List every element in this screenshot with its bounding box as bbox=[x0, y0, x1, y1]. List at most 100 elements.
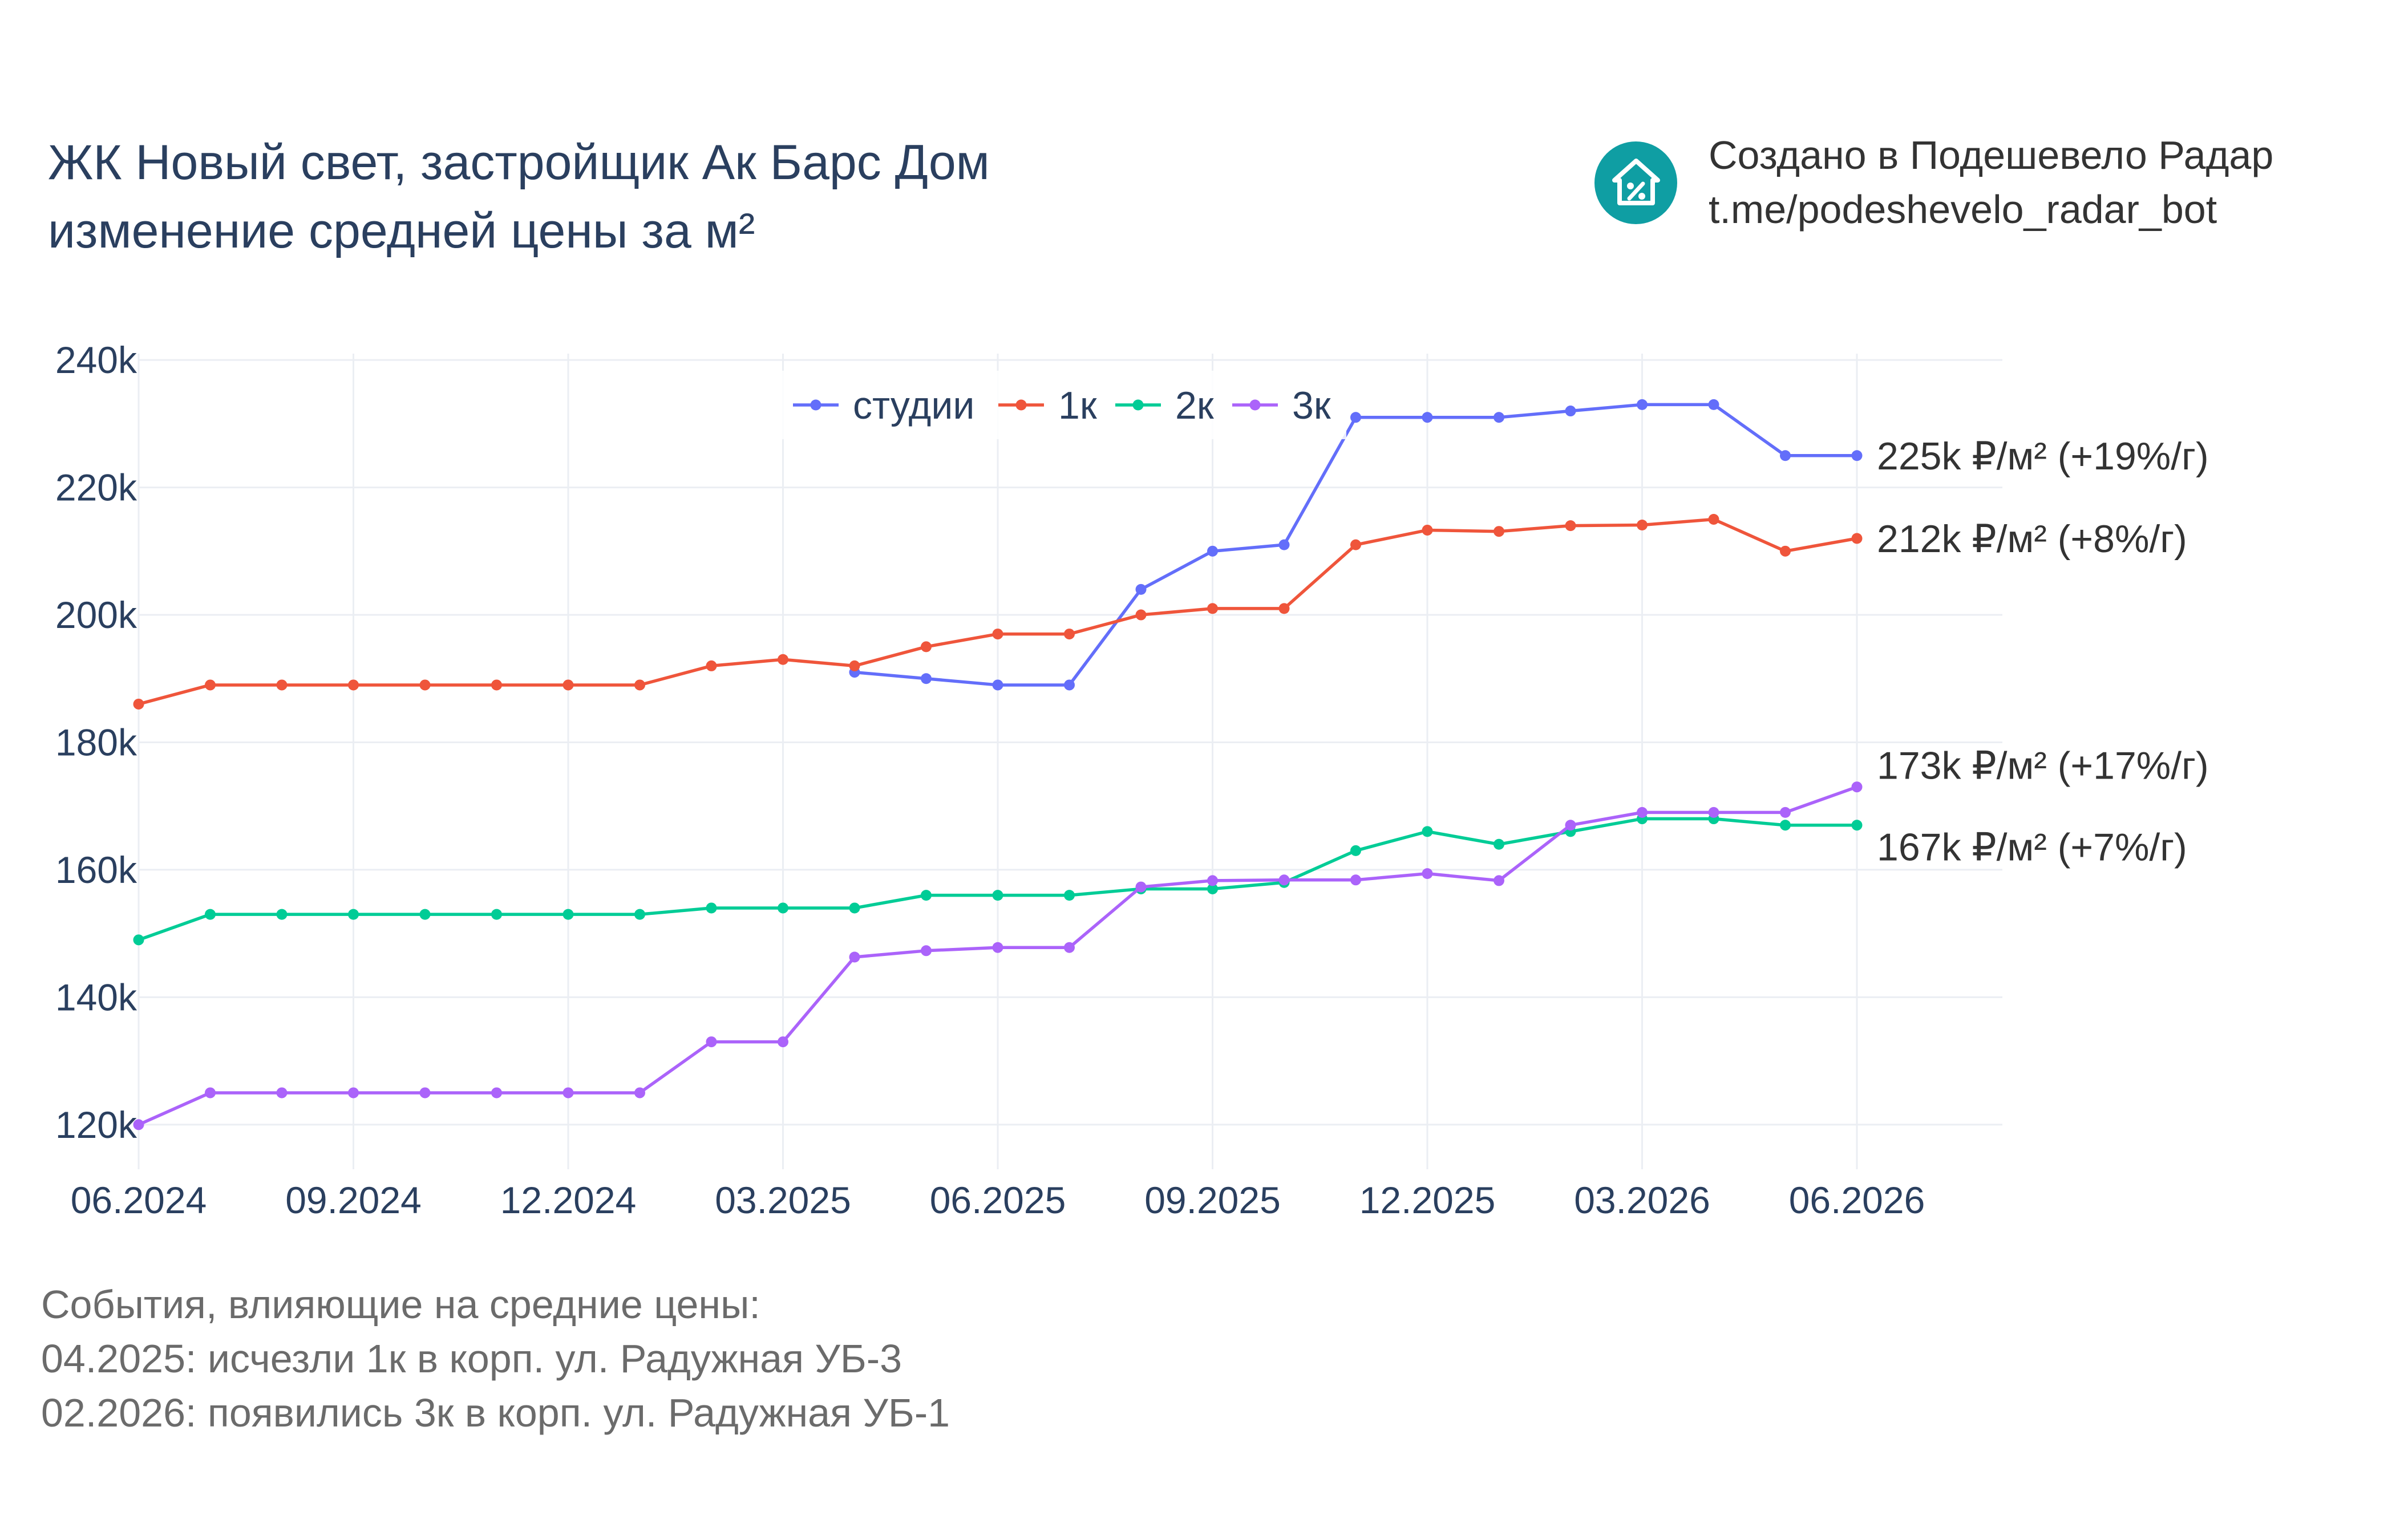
data-point[interactable] bbox=[1207, 883, 1218, 894]
data-point[interactable] bbox=[1851, 781, 1863, 793]
y-tick-label: 120k bbox=[55, 1104, 137, 1146]
data-point[interactable] bbox=[921, 641, 932, 653]
data-point[interactable] bbox=[1637, 520, 1648, 531]
data-point[interactable] bbox=[419, 679, 431, 691]
data-point[interactable] bbox=[562, 909, 574, 920]
data-point[interactable] bbox=[1135, 583, 1147, 595]
data-point[interactable] bbox=[491, 1087, 502, 1099]
data-point[interactable] bbox=[205, 679, 216, 691]
legend-swatch-marker bbox=[810, 399, 821, 411]
data-point[interactable] bbox=[778, 654, 788, 665]
data-point[interactable] bbox=[921, 945, 932, 957]
data-point[interactable] bbox=[133, 1119, 144, 1130]
data-point[interactable] bbox=[1851, 533, 1863, 544]
data-point[interactable] bbox=[1278, 539, 1290, 550]
data-point[interactable] bbox=[205, 909, 216, 920]
data-point[interactable] bbox=[921, 673, 932, 684]
data-point[interactable] bbox=[1207, 545, 1218, 557]
data-point[interactable] bbox=[348, 909, 359, 920]
data-point[interactable] bbox=[1637, 807, 1648, 818]
data-point[interactable] bbox=[1708, 399, 1719, 410]
data-point[interactable] bbox=[921, 890, 932, 901]
data-point[interactable] bbox=[1350, 539, 1361, 550]
data-point[interactable] bbox=[1708, 807, 1719, 818]
legend-item[interactable]: 1к bbox=[998, 384, 1098, 427]
data-point[interactable] bbox=[1565, 520, 1576, 532]
data-point[interactable] bbox=[1422, 868, 1433, 880]
data-point[interactable] bbox=[1350, 874, 1361, 886]
data-point[interactable] bbox=[1350, 845, 1361, 856]
series-4 bbox=[133, 781, 1863, 1130]
events-block: События, влияющие на средние цены: 04.20… bbox=[41, 1278, 950, 1440]
data-point[interactable] bbox=[634, 679, 645, 691]
data-point[interactable] bbox=[1350, 412, 1361, 423]
data-point[interactable] bbox=[1422, 524, 1433, 536]
data-point[interactable] bbox=[205, 1087, 216, 1099]
data-point[interactable] bbox=[849, 902, 860, 914]
y-tick-label: 240k bbox=[55, 339, 137, 381]
data-point[interactable] bbox=[1064, 679, 1075, 691]
data-point[interactable] bbox=[1851, 450, 1863, 461]
brand-line-2[interactable]: t.me/podeshevelo_radar_bot bbox=[1709, 187, 2217, 232]
data-point[interactable] bbox=[706, 902, 717, 914]
data-point[interactable] bbox=[133, 698, 144, 710]
data-point[interactable] bbox=[1637, 399, 1648, 410]
data-point[interactable] bbox=[1494, 838, 1504, 850]
data-point[interactable] bbox=[1851, 820, 1863, 831]
data-point[interactable] bbox=[706, 1036, 717, 1048]
data-point[interactable] bbox=[491, 679, 502, 691]
data-point[interactable] bbox=[778, 1036, 788, 1048]
data-point[interactable] bbox=[849, 660, 860, 671]
y-tick-label: 200k bbox=[55, 594, 137, 636]
x-tick-label: 09.2025 bbox=[1144, 1179, 1281, 1221]
data-point[interactable] bbox=[1780, 450, 1791, 461]
data-point[interactable] bbox=[276, 909, 288, 920]
data-point[interactable] bbox=[276, 1087, 288, 1099]
data-point[interactable] bbox=[706, 660, 717, 671]
series-2 bbox=[133, 513, 1863, 710]
data-point[interactable] bbox=[1780, 807, 1791, 818]
data-point[interactable] bbox=[1494, 875, 1504, 886]
data-point[interactable] bbox=[992, 679, 1003, 691]
x-tick-label: 06.2025 bbox=[930, 1179, 1066, 1221]
data-point[interactable] bbox=[1422, 826, 1433, 837]
data-point[interactable] bbox=[1064, 890, 1075, 901]
data-point[interactable] bbox=[1207, 603, 1218, 614]
data-point[interactable] bbox=[1064, 629, 1075, 640]
data-point[interactable] bbox=[1064, 942, 1075, 953]
data-point[interactable] bbox=[1278, 603, 1290, 614]
data-point[interactable] bbox=[1708, 513, 1719, 525]
data-point[interactable] bbox=[419, 909, 431, 920]
data-point[interactable] bbox=[1422, 412, 1433, 423]
data-point[interactable] bbox=[491, 909, 502, 920]
data-point[interactable] bbox=[1565, 406, 1576, 417]
data-point[interactable] bbox=[1207, 875, 1218, 886]
data-point[interactable] bbox=[1494, 526, 1504, 537]
legend-item[interactable]: 2к bbox=[1115, 384, 1215, 427]
data-point[interactable] bbox=[992, 942, 1003, 953]
data-point[interactable] bbox=[276, 679, 288, 691]
data-point[interactable] bbox=[992, 890, 1003, 901]
data-point[interactable] bbox=[634, 1087, 645, 1099]
data-point[interactable] bbox=[1494, 412, 1504, 423]
data-point[interactable] bbox=[348, 679, 359, 691]
data-point[interactable] bbox=[419, 1087, 431, 1099]
legend-item[interactable]: студии bbox=[793, 384, 974, 427]
data-point[interactable] bbox=[348, 1087, 359, 1099]
data-point[interactable] bbox=[992, 629, 1003, 640]
data-point[interactable] bbox=[1278, 874, 1290, 886]
chart-series bbox=[133, 399, 1863, 1130]
data-point[interactable] bbox=[1135, 881, 1147, 893]
data-point[interactable] bbox=[778, 902, 788, 914]
data-point[interactable] bbox=[1565, 820, 1576, 831]
data-point[interactable] bbox=[562, 1087, 574, 1099]
data-point[interactable] bbox=[1135, 609, 1147, 621]
data-point[interactable] bbox=[133, 934, 144, 946]
data-point[interactable] bbox=[1780, 820, 1791, 831]
data-point[interactable] bbox=[849, 951, 860, 963]
data-point[interactable] bbox=[562, 679, 574, 691]
data-point[interactable] bbox=[1780, 545, 1791, 557]
chart-legend[interactable]: студии 1к 2к 3к bbox=[776, 371, 1346, 439]
data-point[interactable] bbox=[634, 909, 645, 920]
legend-item[interactable]: 3к bbox=[1232, 384, 1331, 427]
